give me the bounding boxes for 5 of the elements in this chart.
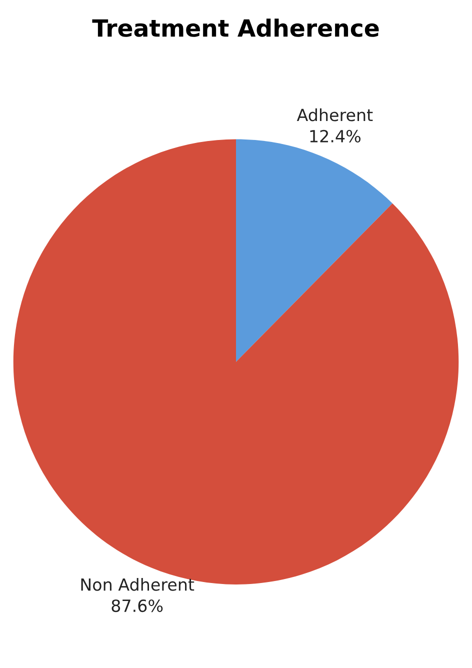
chart-title: Treatment Adherence	[92, 18, 379, 37]
data-label: 12.4%	[310, 130, 360, 142]
slice-label: Adherent	[296, 108, 373, 122]
data-label: 87.6%	[112, 599, 163, 612]
slice-label: Non Adherent	[81, 578, 194, 591]
